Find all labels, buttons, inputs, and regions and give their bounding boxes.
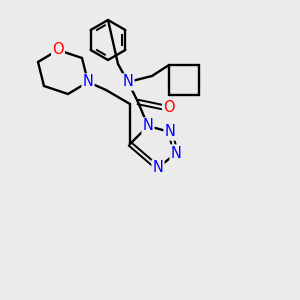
- Text: O: O: [52, 43, 64, 58]
- Text: O: O: [163, 100, 175, 115]
- Text: N: N: [82, 74, 93, 89]
- Text: N: N: [153, 160, 164, 175]
- Text: N: N: [123, 74, 134, 89]
- Text: N: N: [142, 118, 153, 134]
- Text: N: N: [171, 146, 182, 160]
- Text: N: N: [165, 124, 176, 140]
